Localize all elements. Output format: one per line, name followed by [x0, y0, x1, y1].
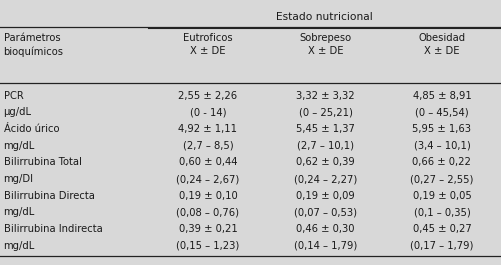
Text: Ácido úrico: Ácido úrico [4, 124, 59, 134]
Text: Sobrepeso
X ± DE: Sobrepeso X ± DE [300, 33, 352, 56]
Text: (0 – 45,54): (0 – 45,54) [415, 107, 469, 117]
Text: (0,08 – 0,76): (0,08 – 0,76) [176, 207, 239, 218]
Text: 0,19 ± 0,05: 0,19 ± 0,05 [412, 191, 471, 201]
Text: 0,19 ± 0,09: 0,19 ± 0,09 [296, 191, 355, 201]
Text: μg/dL: μg/dL [4, 107, 32, 117]
Text: mg/dL: mg/dL [4, 207, 35, 218]
Text: 5,45 ± 1,37: 5,45 ± 1,37 [296, 124, 355, 134]
Text: 0,62 ± 0,39: 0,62 ± 0,39 [296, 157, 355, 167]
Text: 0,46 ± 0,30: 0,46 ± 0,30 [297, 224, 355, 234]
Text: (2,7 – 10,1): (2,7 – 10,1) [297, 141, 354, 151]
Text: Bilirrubina Directa: Bilirrubina Directa [4, 191, 94, 201]
Text: 0,60 ± 0,44: 0,60 ± 0,44 [179, 157, 237, 167]
Text: (0,24 – 2,27): (0,24 – 2,27) [294, 174, 357, 184]
Text: (0,07 – 0,53): (0,07 – 0,53) [294, 207, 357, 218]
Text: 5,95 ± 1,63: 5,95 ± 1,63 [412, 124, 471, 134]
Text: Eutroficos
X ± DE: Eutroficos X ± DE [183, 33, 233, 56]
Text: (0,24 – 2,67): (0,24 – 2,67) [176, 174, 239, 184]
Text: 0,66 ± 0,22: 0,66 ± 0,22 [412, 157, 471, 167]
Text: 0,39 ± 0,21: 0,39 ± 0,21 [178, 224, 237, 234]
Text: Estado nutricional: Estado nutricional [276, 12, 373, 22]
Text: (0,17 – 1,79): (0,17 – 1,79) [410, 241, 473, 251]
Text: (3,4 – 10,1): (3,4 – 10,1) [413, 141, 470, 151]
Text: Obesidad
X ± DE: Obesidad X ± DE [418, 33, 465, 56]
Text: PCR: PCR [4, 91, 23, 101]
Text: (0 – 25,21): (0 – 25,21) [299, 107, 353, 117]
Text: mg/dL: mg/dL [4, 241, 35, 251]
Text: (0,27 – 2,55): (0,27 – 2,55) [410, 174, 473, 184]
Text: Bilirrubina Indirecta: Bilirrubina Indirecta [4, 224, 102, 234]
Text: Bilirrubina Total: Bilirrubina Total [4, 157, 81, 167]
Text: (0 - 14): (0 - 14) [190, 107, 226, 117]
Text: 0,19 ± 0,10: 0,19 ± 0,10 [178, 191, 237, 201]
Text: (2,7 – 8,5): (2,7 – 8,5) [182, 141, 233, 151]
Text: 4,85 ± 8,91: 4,85 ± 8,91 [412, 91, 471, 101]
Text: (0,14 – 1,79): (0,14 – 1,79) [294, 241, 357, 251]
Text: mg/Dl: mg/Dl [4, 174, 34, 184]
Text: 0,45 ± 0,27: 0,45 ± 0,27 [412, 224, 471, 234]
Text: 2,55 ± 2,26: 2,55 ± 2,26 [178, 91, 237, 101]
Text: Parámetros
bioquímicos: Parámetros bioquímicos [4, 33, 64, 57]
Text: (0,15 – 1,23): (0,15 – 1,23) [176, 241, 239, 251]
Text: (0,1 – 0,35): (0,1 – 0,35) [413, 207, 470, 218]
Text: 3,32 ± 3,32: 3,32 ± 3,32 [296, 91, 355, 101]
Text: mg/dL: mg/dL [4, 141, 35, 151]
Text: 4,92 ± 1,11: 4,92 ± 1,11 [178, 124, 237, 134]
